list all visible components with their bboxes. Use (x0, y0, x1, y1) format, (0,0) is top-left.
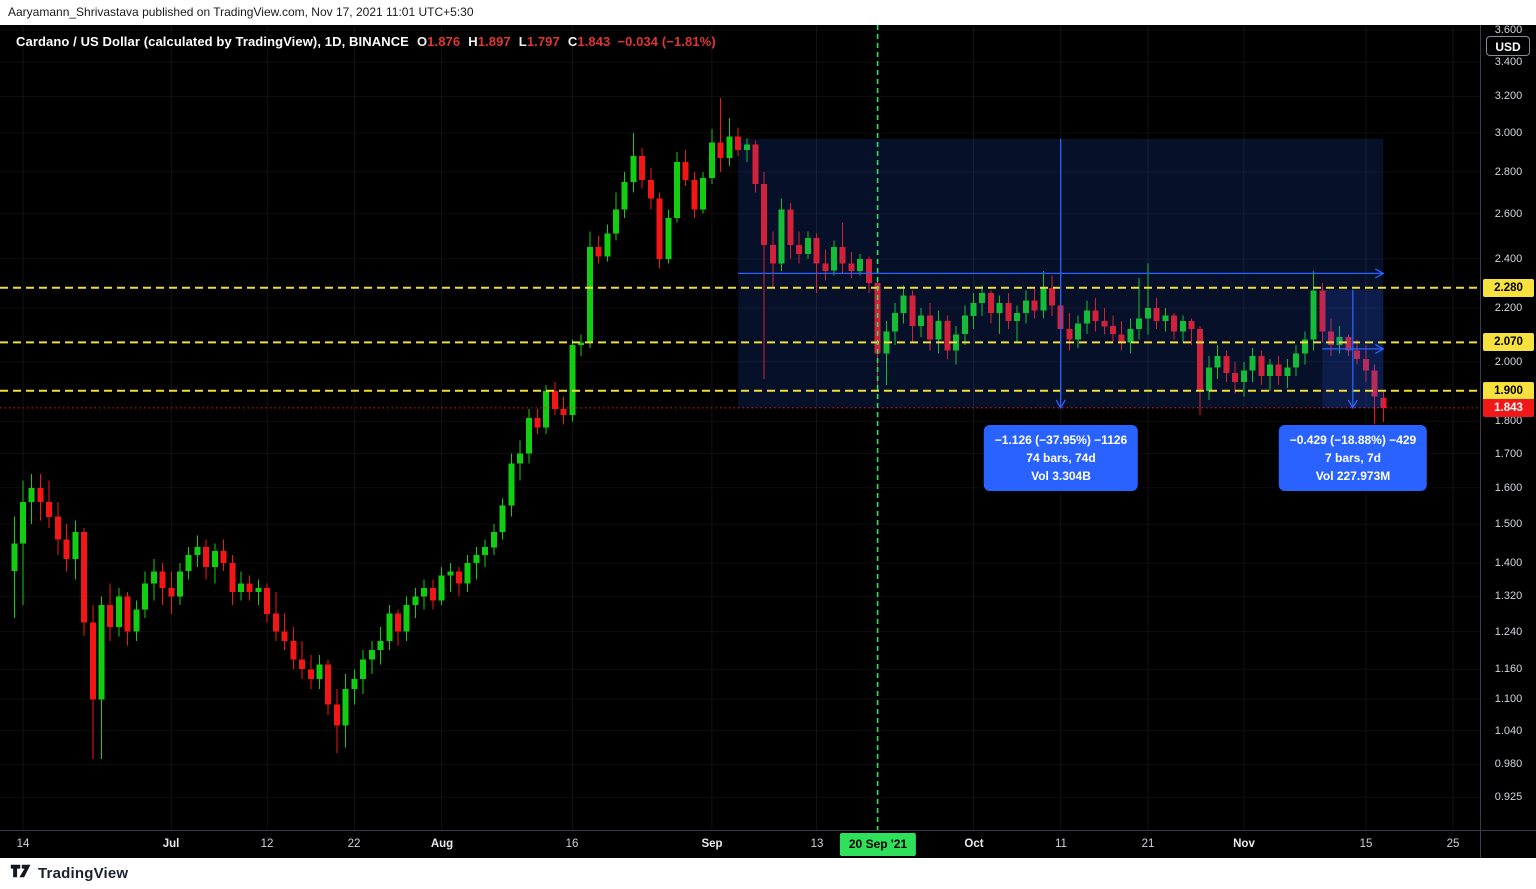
price-tick-label: 1.700 (1494, 448, 1523, 460)
price-tick-label: 1.040 (1494, 725, 1523, 737)
range-measure-tooltip-1: −1.126 (−37.95%) −1126 74 bars, 74d Vol … (983, 425, 1139, 491)
footer: TradingView (0, 858, 1536, 889)
symbol-title: Cardano / US Dollar (calculated by Tradi… (16, 34, 409, 49)
close-label: C (567, 34, 578, 49)
time-axis[interactable]: 14 Jul 12 22 Aug 16 Sep 13 Oct 11 21 Nov 15 25 20 Sep… (0, 830, 1536, 858)
price-change-text: −0.429 (−18.88%) −429 (1289, 433, 1417, 447)
change-value: −0.034 (−1.81%) (617, 34, 716, 49)
chart-shell: Cardano / US Dollar (calculated by Tradi… (0, 24, 1536, 858)
price-tick-label: 0.925 (1494, 791, 1523, 803)
volume-text: Vol 227.973M (1315, 469, 1391, 483)
price-tick-label: 0.980 (1494, 758, 1523, 770)
time-tick-label: 12 (260, 838, 274, 850)
time-tick-label: Sep (701, 838, 723, 850)
current-price-line-badge[interactable]: 1.843 (1483, 399, 1534, 417)
time-tick-label: Oct (964, 838, 984, 850)
brand-name: TradingView (38, 864, 129, 882)
price-tick-label: 1.800 (1494, 415, 1523, 427)
attribution-text: Aaryamann_Shrivastava published on Tradi… (8, 5, 474, 19)
level-line-badge[interactable]: 1.900 (1483, 382, 1534, 400)
high-label: H (468, 34, 478, 49)
price-tick-label: 3.200 (1494, 90, 1523, 102)
low-value: 1.797 (526, 34, 560, 49)
selected-date-badge: 20 Sep '21 (839, 833, 917, 856)
candles-layer[interactable] (11, 98, 1387, 759)
currency-badge[interactable]: USD (1486, 36, 1530, 56)
time-tick-label: 14 (16, 838, 30, 850)
price-tick-label: 1.240 (1494, 626, 1523, 638)
range-measure-arrows (738, 138, 1385, 410)
level-line-badge[interactable]: 2.070 (1483, 333, 1534, 351)
range-measure-tooltip-2: −0.429 (−18.88%) −429 7 bars, 7d Vol 227… (1278, 425, 1428, 491)
price-tick-label: 1.100 (1494, 693, 1523, 705)
price-tick-label: 2.000 (1494, 356, 1523, 368)
price-tick-label: 1.500 (1494, 518, 1523, 530)
tradingview-logo-icon (10, 862, 32, 885)
level-lines[interactable] (0, 286, 1480, 409)
price-tick-label: 3.400 (1494, 56, 1523, 68)
time-tick-label: Aug (430, 838, 454, 850)
price-tick-label: 3.000 (1494, 127, 1523, 139)
price-tick-label: 1.400 (1494, 557, 1523, 569)
time-tick-label: 15 (1359, 838, 1373, 850)
price-tick-label: 2.800 (1494, 166, 1523, 178)
level-line-badge[interactable]: 2.280 (1483, 279, 1534, 297)
close-value: 1.843 (577, 34, 611, 49)
price-tick-label: 1.320 (1494, 590, 1523, 602)
time-tick-label: 16 (565, 838, 579, 850)
price-tick-label: 1.600 (1494, 482, 1523, 494)
bars-count-text: 74 bars, 74d (1026, 451, 1096, 465)
low-label: L (518, 34, 527, 49)
time-tick-label: 22 (347, 838, 361, 850)
price-tick-label: 2.200 (1494, 302, 1523, 314)
time-tick-label: Jul (162, 838, 180, 850)
grid (0, 25, 1480, 830)
time-tick-label: Nov (1233, 838, 1255, 850)
price-tick-label: 2.600 (1494, 208, 1523, 220)
time-tick-label: 13 (810, 838, 824, 850)
publication-header: Aaryamann_Shrivastava published on Tradi… (0, 0, 1536, 25)
price-tick-label: 2.400 (1494, 253, 1523, 265)
price-axis[interactable]: 3.600 3.400 3.200 3.000 2.800 2.600 2.400 2.200… (1480, 24, 1536, 858)
time-tick-label: 21 (1141, 838, 1155, 850)
price-change-text: −1.126 (−37.95%) −1126 (994, 433, 1128, 447)
price-tick-label: 1.160 (1494, 663, 1523, 675)
time-tick-label: 25 (1446, 838, 1460, 850)
price-tick-label: 3.600 (1494, 24, 1523, 36)
open-value: 1.876 (427, 34, 461, 49)
candlestick-chart[interactable] (0, 25, 1480, 830)
open-label: O (416, 34, 428, 49)
plot-area[interactable]: Cardano / US Dollar (calculated by Tradi… (0, 25, 1480, 830)
time-tick-label: 11 (1055, 838, 1067, 850)
volume-text: Vol 3.304B (1031, 469, 1091, 483)
bars-count-text: 7 bars, 7d (1324, 451, 1382, 465)
high-value: 1.897 (477, 34, 511, 49)
legend: Cardano / US Dollar (calculated by Tradi… (16, 34, 716, 49)
